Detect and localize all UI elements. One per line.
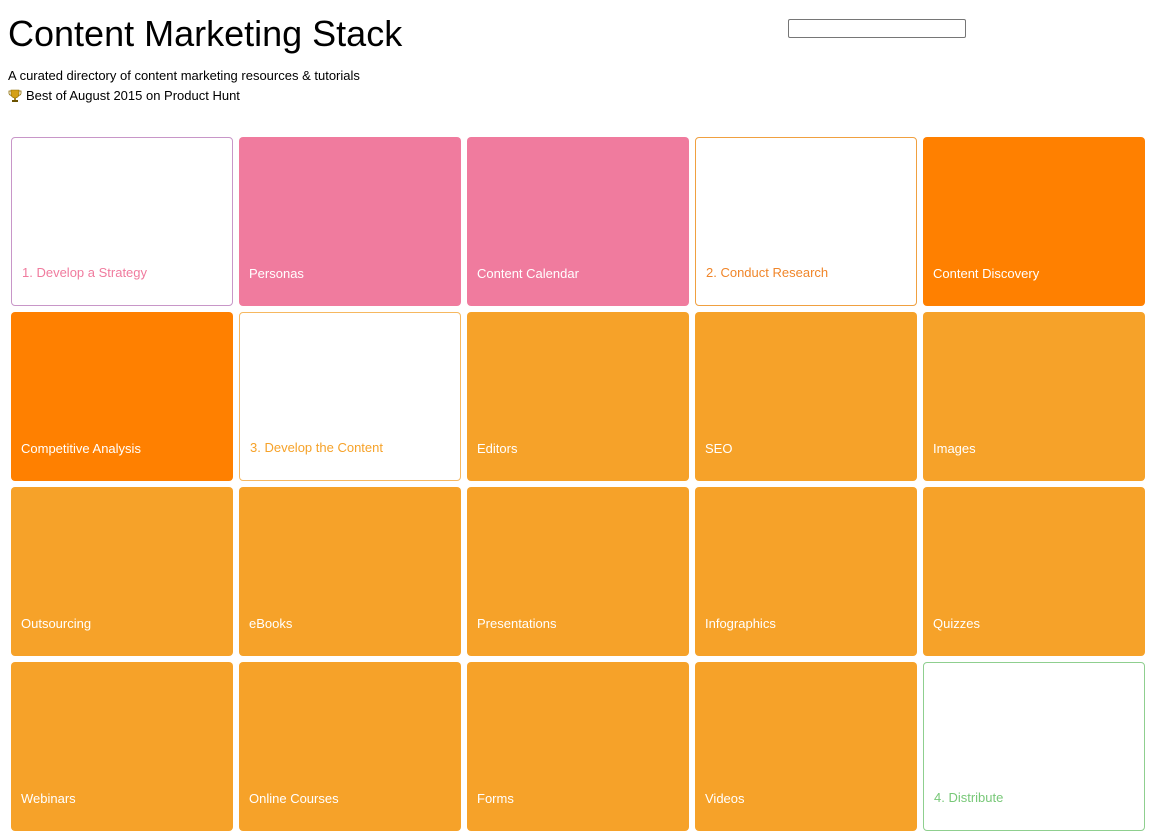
page-header: Content Marketing Stack A curated direct… xyxy=(8,12,768,106)
category-tile-webinars[interactable]: Webinars xyxy=(11,662,233,831)
tile-label: Images xyxy=(933,441,976,456)
page-subtitle: A curated directory of content marketing… xyxy=(8,68,360,83)
category-tile-outsourcing[interactable]: Outsourcing xyxy=(11,487,233,656)
tile-label: Infographics xyxy=(705,616,776,631)
tile-label: Content Calendar xyxy=(477,266,579,281)
tile-label: Quizzes xyxy=(933,616,980,631)
tile-label: Content Discovery xyxy=(933,266,1040,281)
tile-label: 3. Develop the Content xyxy=(250,440,383,455)
category-tile-images[interactable]: Images xyxy=(923,312,1145,481)
category-tile-quizzes[interactable]: Quizzes xyxy=(923,487,1145,656)
tile-label: 2. Conduct Research xyxy=(706,265,829,280)
category-tile-infographics[interactable]: Infographics xyxy=(695,487,917,656)
trophy-icon xyxy=(8,89,22,103)
tile-label: Webinars xyxy=(21,791,76,806)
tile-label: Personas xyxy=(249,266,304,281)
award-line[interactable]: Best of August 2015 on Product Hunt xyxy=(8,86,768,106)
category-tile-forms[interactable]: Forms xyxy=(467,662,689,831)
step-tile-conduct-research[interactable]: 2. Conduct Research xyxy=(695,137,917,306)
search-input[interactable] xyxy=(788,19,966,38)
tile-label: Videos xyxy=(705,791,745,806)
resource-grid: 1. Develop a Strategy Personas Content Cal… xyxy=(11,137,1145,831)
step-tile-develop-a-strategy[interactable]: 1. Develop a Strategy xyxy=(11,137,233,306)
award-text[interactable]: Best of August 2015 on Product Hunt xyxy=(26,88,240,103)
category-tile-content-calendar[interactable]: Content Calendar xyxy=(467,137,689,306)
step-tile-develop-the-content[interactable]: 3. Develop the Content xyxy=(239,312,461,481)
page-title: Content Marketing Stack xyxy=(8,13,403,54)
tile-label: 4. Distribute xyxy=(934,790,1004,805)
tile-label: Forms xyxy=(477,791,514,806)
tile-label: eBooks xyxy=(249,616,293,631)
tile-label: Competitive Analysis xyxy=(21,441,141,456)
tile-label: SEO xyxy=(705,441,733,456)
category-tile-content-discovery[interactable]: Content Discovery xyxy=(923,137,1145,306)
category-tile-competitive-analysis[interactable]: Competitive Analysis xyxy=(11,312,233,481)
category-tile-seo[interactable]: SEO xyxy=(695,312,917,481)
step-tile-distribute[interactable]: 4. Distribute xyxy=(923,662,1145,831)
category-tile-personas[interactable]: Personas xyxy=(239,137,461,306)
tile-label: Outsourcing xyxy=(21,616,92,631)
tile-label: Editors xyxy=(477,441,518,456)
category-tile-ebooks[interactable]: eBooks xyxy=(239,487,461,656)
category-tile-editors[interactable]: Editors xyxy=(467,312,689,481)
tile-label: 1. Develop a Strategy xyxy=(22,265,148,280)
tile-label: Presentations xyxy=(477,616,557,631)
tile-label: Online Courses xyxy=(249,791,339,806)
category-tile-videos[interactable]: Videos xyxy=(695,662,917,831)
category-tile-presentations[interactable]: Presentations xyxy=(467,487,689,656)
category-tile-online-courses[interactable]: Online Courses xyxy=(239,662,461,831)
